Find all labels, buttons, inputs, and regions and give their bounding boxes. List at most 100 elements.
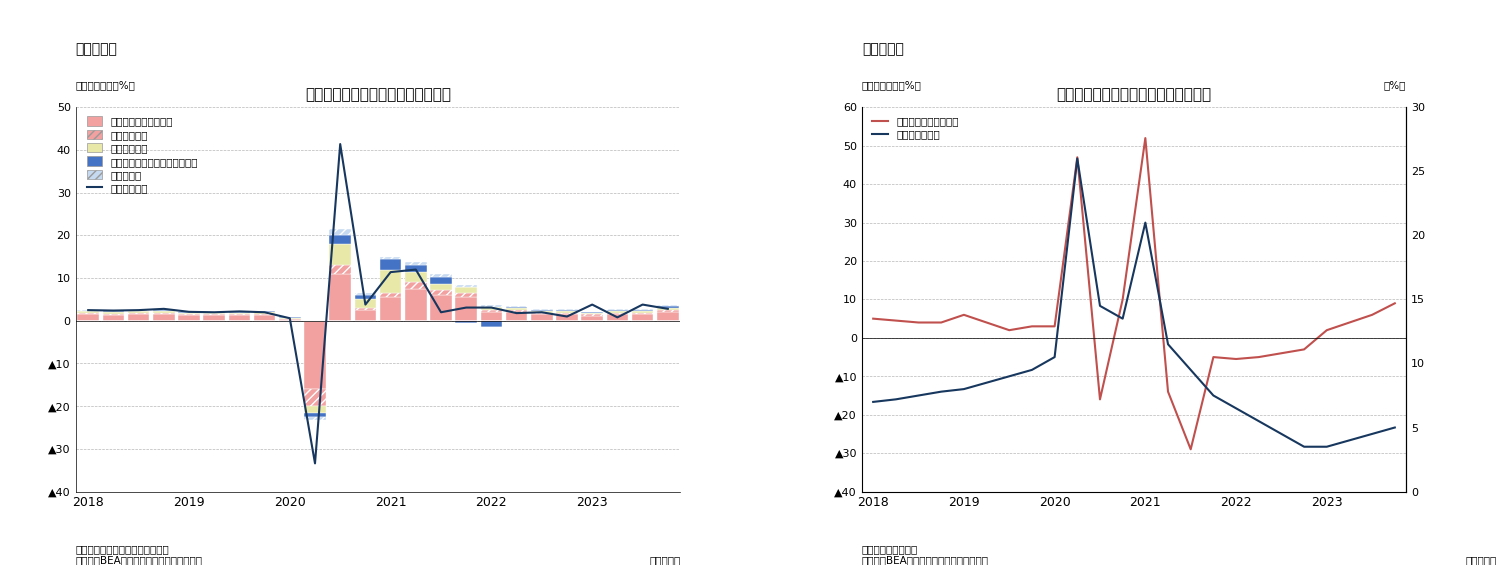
Bar: [405, 266, 426, 272]
Text: （前期比年率、%）: （前期比年率、%）: [76, 80, 136, 90]
Bar: [658, 305, 679, 306]
Bar: [556, 314, 578, 321]
Bar: [405, 282, 426, 289]
Bar: [632, 312, 653, 314]
Bar: [254, 315, 275, 321]
Bar: [355, 310, 376, 321]
貯蓄率（右軸）: [886, 396, 904, 403]
実質個人消費: [357, 301, 375, 308]
Text: （図表４）: （図表４）: [862, 42, 904, 57]
実質可処分所得伸び率: [1158, 388, 1176, 395]
Bar: [507, 307, 528, 308]
Bar: [380, 259, 401, 270]
貯蓄率（右軸）: [1385, 424, 1403, 431]
Bar: [103, 311, 124, 312]
Bar: [455, 285, 476, 286]
実質個人消費: [256, 309, 274, 316]
Bar: [658, 306, 679, 308]
Bar: [606, 309, 627, 310]
Bar: [254, 311, 275, 312]
Bar: [507, 308, 528, 310]
貯蓄率（右軸）: [1272, 431, 1290, 437]
実質可処分所得伸び率: [1090, 396, 1108, 403]
Bar: [405, 272, 426, 282]
貯蓄率（右軸）: [1113, 315, 1131, 322]
Bar: [405, 289, 426, 321]
Bar: [531, 314, 552, 321]
Bar: [431, 284, 452, 290]
Text: （注）季節調整系列の前期比年率: （注）季節調整系列の前期比年率: [76, 544, 169, 554]
Bar: [304, 417, 325, 420]
実質可処分所得伸び率: [1385, 300, 1403, 307]
実質可処分所得伸び率: [1340, 319, 1358, 326]
貯蓄率（右軸）: [909, 392, 927, 399]
Bar: [507, 310, 528, 312]
Bar: [103, 312, 124, 314]
Bar: [228, 315, 249, 321]
Title: 米国の実質可処分所得伸び率と貯蓄率: 米国の実質可処分所得伸び率と貯蓄率: [1057, 87, 1211, 102]
Bar: [304, 321, 325, 389]
貯蓄率（右軸）: [1317, 444, 1335, 450]
Bar: [606, 310, 627, 311]
実質個人消費: [281, 315, 299, 321]
貯蓄率（右軸）: [1001, 373, 1019, 380]
Bar: [204, 313, 225, 314]
Text: （前期比年率、%）: （前期比年率、%）: [862, 80, 922, 90]
Bar: [254, 312, 275, 314]
Bar: [481, 312, 502, 321]
実質可処分所得伸び率: [863, 315, 881, 322]
実質可処分所得伸び率: [977, 319, 995, 326]
実質可処分所得伸び率: [1137, 134, 1155, 141]
Bar: [582, 314, 603, 316]
Bar: [431, 277, 452, 284]
Bar: [330, 229, 351, 236]
実質可処分所得伸び率: [1272, 350, 1290, 357]
Bar: [330, 244, 351, 266]
実質可処分所得伸び率: [931, 319, 950, 326]
実質個人消費: [206, 309, 224, 316]
Bar: [153, 313, 174, 314]
Bar: [556, 310, 578, 311]
Bar: [455, 293, 476, 297]
Bar: [228, 314, 249, 315]
Bar: [153, 311, 174, 313]
実質可処分所得伸び率: [886, 317, 904, 324]
Line: 実質可処分所得伸び率: 実質可処分所得伸び率: [872, 138, 1394, 449]
実質可処分所得伸び率: [1181, 446, 1199, 453]
実質個人消費: [608, 314, 626, 321]
Text: （資料）BEAよりニッセイ基礎研究所作成: （資料）BEAよりニッセイ基礎研究所作成: [862, 555, 989, 565]
Bar: [481, 310, 502, 312]
Bar: [77, 314, 98, 321]
Bar: [129, 311, 150, 313]
貯蓄率（右軸）: [1022, 367, 1040, 373]
Bar: [531, 310, 552, 311]
Bar: [153, 314, 174, 321]
Bar: [531, 312, 552, 314]
Bar: [582, 316, 603, 321]
Bar: [304, 412, 325, 417]
Bar: [77, 311, 98, 313]
Bar: [632, 314, 653, 321]
Bar: [606, 311, 627, 312]
実質可処分所得伸び率: [1022, 323, 1040, 330]
Bar: [632, 311, 653, 312]
Text: （四半期）: （四半期）: [649, 555, 680, 565]
Bar: [178, 313, 200, 314]
実質個人消費: [154, 306, 172, 312]
実質可処分所得伸び率: [1294, 346, 1312, 353]
貯蓄率（右軸）: [1137, 219, 1155, 226]
Bar: [582, 312, 603, 313]
実質可処分所得伸び率: [1249, 354, 1267, 360]
Bar: [330, 274, 351, 321]
Bar: [481, 306, 502, 307]
Bar: [380, 293, 401, 297]
Bar: [507, 306, 528, 307]
Bar: [481, 307, 502, 310]
貯蓄率（右軸）: [1340, 437, 1358, 444]
実質個人消費: [457, 304, 475, 311]
Title: 米国の実質個人消費支出（寄与度）: 米国の実質個人消費支出（寄与度）: [305, 87, 451, 102]
貯蓄率（右軸）: [931, 388, 950, 395]
Bar: [355, 299, 376, 308]
Bar: [455, 321, 476, 323]
実質可処分所得伸び率: [1317, 327, 1335, 333]
